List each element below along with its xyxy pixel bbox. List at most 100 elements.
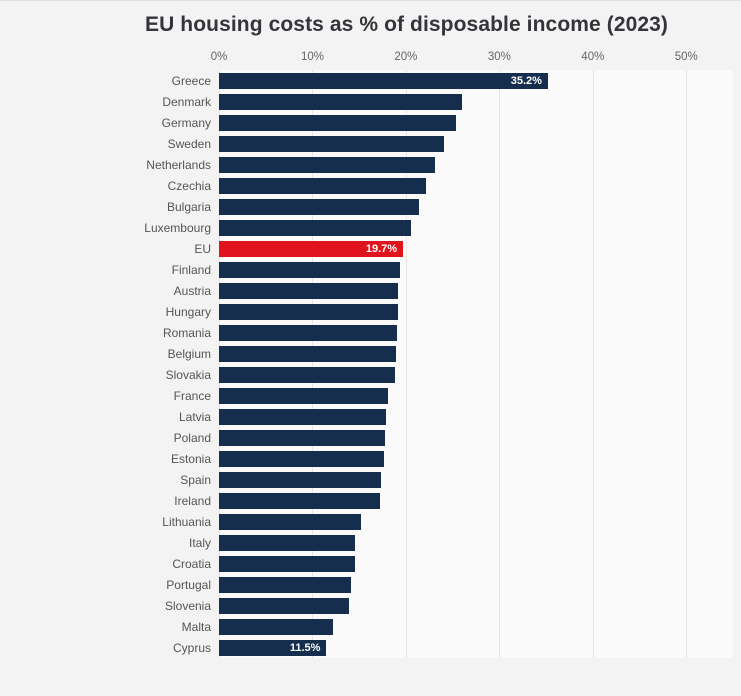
bar-track	[219, 576, 733, 593]
chart-title: EU housing costs as % of disposable inco…	[145, 13, 669, 36]
bar[interactable]	[219, 576, 351, 593]
bar-track	[219, 324, 733, 341]
bar[interactable]	[219, 513, 362, 530]
axis-tick-label: 0%	[210, 51, 228, 64]
category-label: Denmark	[162, 94, 211, 109]
category-label: Luxembourg	[144, 220, 211, 235]
axis-tick-label: 30%	[487, 51, 511, 64]
bar-row: Portugal	[0, 574, 741, 595]
bar-track	[219, 303, 733, 320]
bar-row: Hungary	[0, 301, 741, 322]
bar[interactable]	[219, 156, 435, 173]
category-label: Italy	[188, 535, 211, 550]
category-label: Slovenia	[164, 598, 211, 613]
bar-track	[219, 513, 733, 530]
bar[interactable]: 11.5%	[219, 639, 327, 656]
bar-row: Greece 35.2%	[0, 70, 741, 91]
bar[interactable]	[219, 114, 457, 131]
bar-row: Italy	[0, 532, 741, 553]
category-label: Estonia	[170, 451, 211, 466]
bar-row: Denmark	[0, 91, 741, 112]
bar[interactable]	[219, 345, 396, 362]
bar-row: Ireland	[0, 490, 741, 511]
bar-track: 19.7%	[219, 240, 733, 257]
gridline	[592, 70, 594, 659]
gridline	[405, 70, 407, 659]
bar-track	[219, 282, 733, 299]
bar-row: Slovakia	[0, 364, 741, 385]
bar[interactable]	[219, 492, 380, 509]
category-label: Ireland	[174, 493, 211, 508]
bar-row: Netherlands	[0, 154, 741, 175]
bar-row: Estonia	[0, 448, 741, 469]
bar[interactable]: 35.2%	[219, 72, 548, 89]
bar-track	[219, 93, 733, 110]
gridline	[686, 70, 688, 659]
bar[interactable]	[219, 471, 381, 488]
bar-row: Belgium	[0, 343, 741, 364]
category-label: Croatia	[172, 556, 211, 571]
bar[interactable]	[219, 555, 355, 572]
bar-track	[219, 177, 733, 194]
bar[interactable]	[219, 198, 419, 215]
bar[interactable]	[219, 366, 395, 383]
bar[interactable]	[219, 324, 398, 341]
axis-tick-label: 40%	[581, 51, 605, 64]
bar-track	[219, 198, 733, 215]
category-label: Romania	[162, 325, 211, 340]
bar-row: Germany	[0, 112, 741, 133]
axis-tick-label: 20%	[394, 51, 418, 64]
category-label: Slovakia	[165, 367, 211, 382]
bar-row: Slovenia	[0, 595, 741, 616]
bar[interactable]	[219, 618, 333, 635]
bar-row: EU 19.7%	[0, 238, 741, 259]
bar-track	[219, 345, 733, 362]
x-axis: 0% 10% 20% 30% 40% 50%	[211, 50, 733, 70]
bar[interactable]	[219, 534, 356, 551]
bar-track	[219, 114, 733, 131]
bar-row: Luxembourg	[0, 217, 741, 238]
bar[interactable]	[219, 282, 399, 299]
axis-tick-label: 50%	[674, 51, 698, 64]
bar[interactable]	[219, 450, 385, 467]
category-label: Latvia	[178, 409, 211, 424]
bar-row: Finland	[0, 259, 741, 280]
bar-row: Bulgaria	[0, 196, 741, 217]
category-label: Lithuania	[162, 514, 211, 529]
bar[interactable]	[219, 408, 387, 425]
bar[interactable]	[219, 387, 389, 404]
bar[interactable]	[219, 303, 399, 320]
bar-row: Romania	[0, 322, 741, 343]
bar[interactable]	[219, 597, 349, 614]
bar-rows: Greece 35.2% Denmark Germany Sweden	[0, 70, 741, 658]
bar[interactable]	[219, 93, 462, 110]
category-label: Greece	[171, 73, 211, 88]
bar[interactable]	[219, 135, 445, 152]
bar-value-label: 11.5%	[289, 641, 321, 654]
bar-track	[219, 219, 733, 236]
bar-value-label: 35.2%	[510, 74, 542, 87]
bar[interactable]	[219, 261, 401, 278]
category-label: Portugal	[166, 577, 211, 592]
gridline	[312, 70, 314, 659]
bar[interactable]: 19.7%	[219, 240, 404, 257]
bar-row: Malta	[0, 616, 741, 637]
category-label: Bulgaria	[166, 199, 211, 214]
bar-track	[219, 450, 733, 467]
category-label: Germany	[161, 115, 211, 130]
bar[interactable]	[219, 177, 427, 194]
bar-track	[219, 471, 733, 488]
category-label: Malta	[181, 619, 211, 634]
category-label: Poland	[173, 430, 211, 445]
bar-row: Poland	[0, 427, 741, 448]
bar-value-label: 19.7%	[365, 242, 398, 255]
bar[interactable]	[219, 429, 386, 446]
bar-track	[219, 597, 733, 614]
bar-track	[219, 429, 733, 446]
category-label: EU	[194, 241, 211, 256]
bar-track	[219, 156, 733, 173]
bar-track	[219, 492, 733, 509]
category-label: Finland	[171, 262, 211, 277]
bar[interactable]	[219, 219, 411, 236]
category-label: France	[173, 388, 211, 403]
